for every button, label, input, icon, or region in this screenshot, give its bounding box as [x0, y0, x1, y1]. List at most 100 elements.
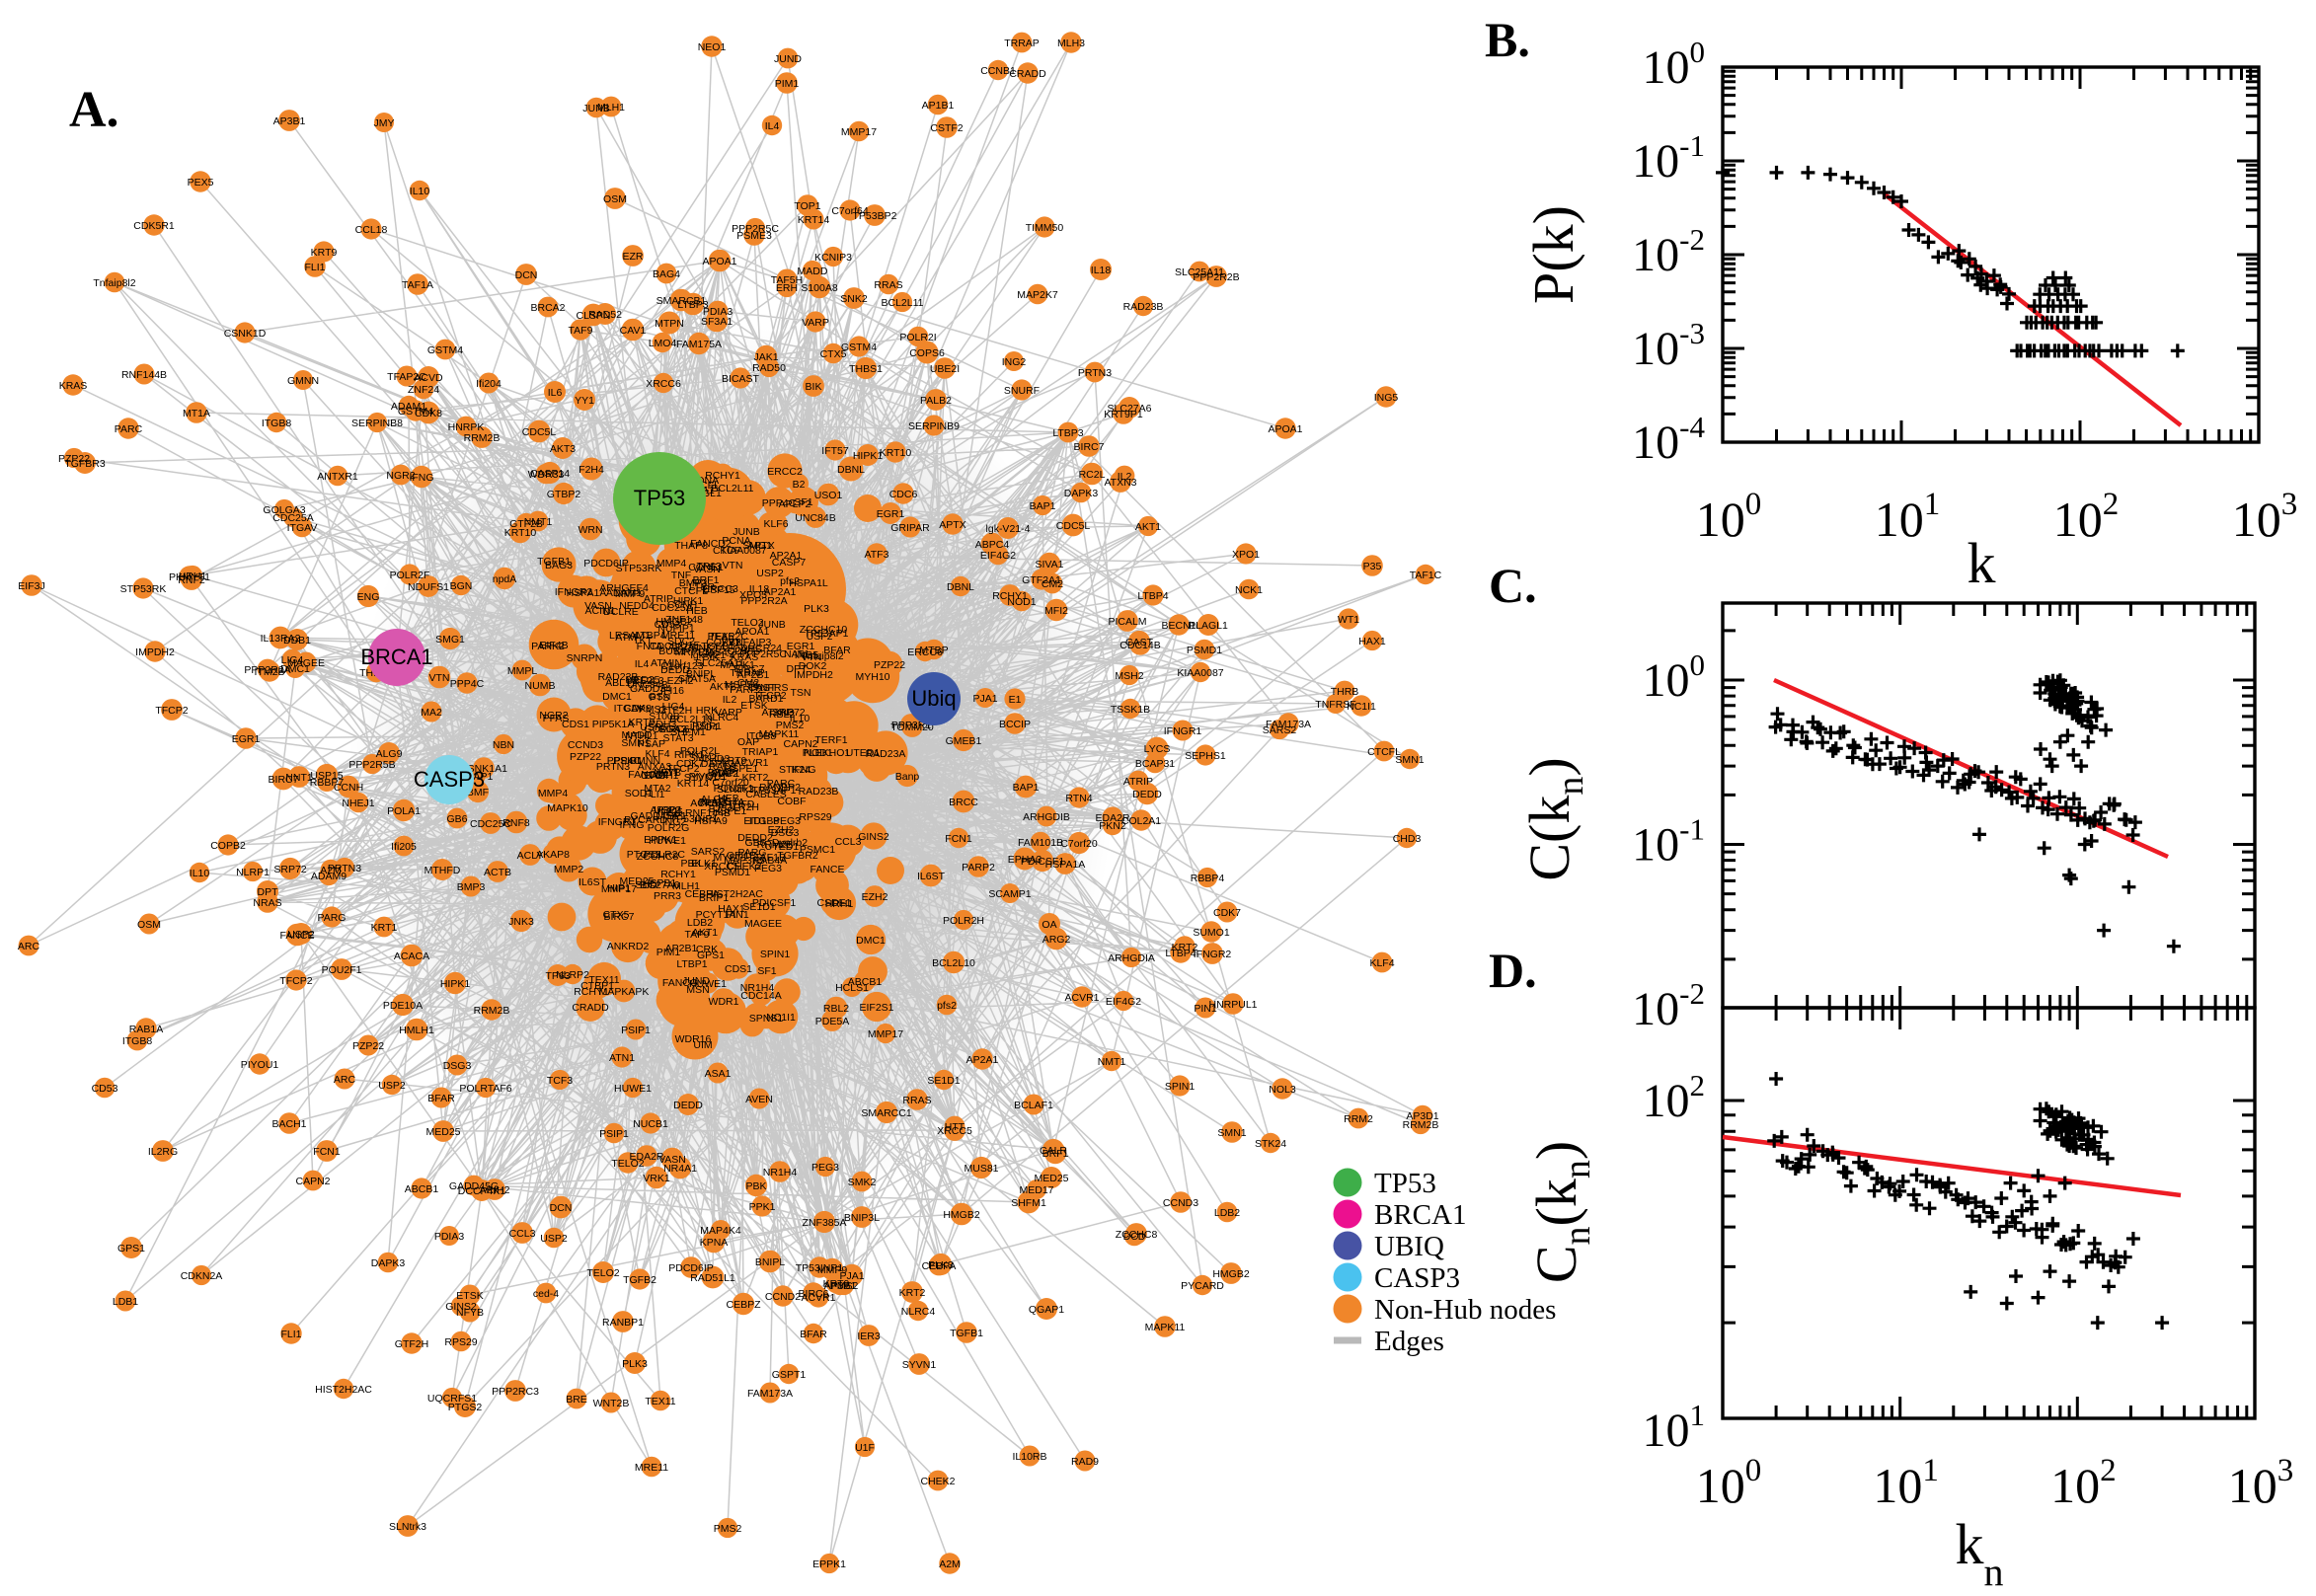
- svg-text:POLR2G: POLR2G: [648, 822, 690, 834]
- svg-text:CCND3: CCND3: [1163, 1197, 1198, 1209]
- svg-text:DEDD: DEDD: [673, 1100, 703, 1111]
- svg-text:ITGB8: ITGB8: [122, 1035, 153, 1047]
- svg-text:WT1: WT1: [1338, 614, 1359, 626]
- svg-text:Non-Hub nodes: Non-Hub nodes: [1374, 1294, 1556, 1326]
- svg-text:MED17: MED17: [1019, 1184, 1053, 1196]
- svg-text:HRH1: HRH1: [179, 570, 207, 582]
- svg-text:GTF2H: GTF2H: [395, 1338, 428, 1350]
- svg-text:RANBP2: RANBP2: [759, 782, 801, 794]
- svg-text:ZNF385A: ZNF385A: [803, 1217, 847, 1229]
- svg-text:WDR33: WDR33: [528, 469, 565, 481]
- svg-text:SOD1: SOD1: [625, 788, 654, 799]
- svg-text:ERCC2: ERCC2: [767, 466, 803, 478]
- svg-text:GPS1: GPS1: [117, 1243, 145, 1254]
- svg-text:BIRC7: BIRC7: [269, 774, 299, 786]
- svg-text:KRT1: KRT1: [371, 922, 398, 934]
- svg-text:CASP3: CASP3: [414, 767, 485, 792]
- svg-text:FCN1: FCN1: [945, 833, 972, 845]
- svg-text:IFT57: IFT57: [821, 445, 849, 457]
- svg-text:Banp: Banp: [895, 771, 920, 783]
- svg-text:AKT2: AKT2: [710, 681, 735, 693]
- svg-text:SF3A1: SF3A1: [701, 316, 733, 328]
- svg-text:PRTN3: PRTN3: [1078, 367, 1112, 379]
- svg-text:VTN: VTN: [723, 560, 743, 571]
- svg-text:B2: B2: [793, 479, 806, 491]
- svg-text:TAF1C: TAF1C: [1410, 570, 1442, 581]
- svg-text:FAM175A: FAM175A: [676, 339, 722, 350]
- svg-text:MAPK10: MAPK10: [547, 802, 588, 814]
- svg-text:E1: E1: [1009, 694, 1022, 706]
- svg-text:APTX: APTX: [939, 519, 965, 531]
- svg-text:PZP22: PZP22: [58, 453, 90, 465]
- svg-text:NUCB1: NUCB1: [633, 1118, 668, 1130]
- svg-text:OA: OA: [1042, 919, 1056, 931]
- svg-text:ANKRD2: ANKRD2: [607, 941, 650, 952]
- svg-text:PPK1: PPK1: [749, 1201, 776, 1213]
- svg-text:PIM1: PIM1: [775, 78, 800, 90]
- svg-text:F2H4: F2H4: [579, 464, 604, 476]
- svg-text:RAD51L1: RAD51L1: [690, 1272, 735, 1284]
- svg-text:BIK: BIK: [806, 381, 822, 393]
- svg-text:PARG: PARG: [318, 912, 347, 924]
- svg-text:FAM173A: FAM173A: [747, 1388, 793, 1400]
- svg-text:LTBP3: LTBP3: [1052, 427, 1083, 439]
- svg-text:DCN: DCN: [515, 269, 538, 281]
- svg-text:APOA1: APOA1: [702, 256, 736, 267]
- svg-text:BCL2L10: BCL2L10: [932, 957, 975, 969]
- svg-text:DARS: DARS: [733, 644, 761, 655]
- svg-text:PLEKHO1: PLEKHO1: [803, 747, 851, 759]
- svg-text:SCAMP1: SCAMP1: [988, 888, 1031, 900]
- svg-text:DAPK3: DAPK3: [1064, 488, 1099, 499]
- svg-text:STK24: STK24: [779, 764, 811, 776]
- svg-text:DBNL: DBNL: [837, 464, 865, 476]
- svg-text:Ifi204: Ifi204: [476, 378, 502, 390]
- svg-text:pfs2: pfs2: [937, 1000, 957, 1012]
- svg-text:BNIP3L: BNIP3L: [844, 1212, 880, 1224]
- svg-text:MMP17: MMP17: [841, 126, 877, 138]
- svg-text:ATM: ATM: [615, 632, 636, 644]
- svg-text:HMGB2: HMGB2: [943, 1209, 980, 1221]
- svg-text:OSM: OSM: [603, 193, 627, 205]
- svg-text:SEPHS1: SEPHS1: [1185, 750, 1226, 762]
- svg-text:VTN: VTN: [429, 672, 450, 684]
- svg-text:SPIN1: SPIN1: [1165, 1081, 1196, 1093]
- svg-text:UBE2I: UBE2I: [930, 363, 960, 375]
- svg-text:EID1: EID1: [743, 815, 767, 827]
- svg-text:CASP3: CASP3: [1374, 1262, 1460, 1294]
- svg-text:TFCP2: TFCP2: [155, 705, 188, 717]
- svg-text:HIP1: HIP1: [607, 882, 631, 894]
- svg-text:EIF4G2: EIF4G2: [980, 550, 1016, 562]
- svg-text:CCL18: CCL18: [355, 224, 388, 236]
- svg-text:IL6: IL6: [548, 387, 563, 399]
- svg-text:LDB1: LDB1: [113, 1296, 138, 1308]
- svg-text:DEDD: DEDD: [1132, 789, 1162, 800]
- svg-text:CCNB1: CCNB1: [980, 65, 1016, 77]
- svg-text:SLC27A6: SLC27A6: [1108, 403, 1152, 415]
- svg-text:TRRAP: TRRAP: [1004, 38, 1040, 49]
- svg-text:IFNGR1: IFNGR1: [1164, 725, 1202, 737]
- svg-text:DCN: DCN: [550, 1202, 573, 1214]
- svg-text:SRP72: SRP72: [273, 864, 306, 875]
- svg-text:P(k): P(k): [1521, 205, 1585, 304]
- svg-text:AP2B1: AP2B1: [665, 943, 698, 954]
- svg-text:CDK7: CDK7: [1213, 907, 1241, 919]
- svg-text:CM2: CM2: [1042, 578, 1063, 590]
- svg-text:MRE11: MRE11: [635, 1462, 668, 1474]
- svg-text:NBN: NBN: [493, 739, 514, 751]
- svg-text:PMS2: PMS2: [776, 720, 805, 731]
- svg-text:CDK5R1: CDK5R1: [133, 220, 175, 232]
- svg-text:IL18: IL18: [749, 583, 770, 595]
- svg-text:RNF144B: RNF144B: [121, 369, 167, 381]
- svg-text:POLRTAF6: POLRTAF6: [459, 1083, 511, 1095]
- svg-text:SYVN1: SYVN1: [902, 1359, 937, 1371]
- svg-text:FANCE: FANCE: [810, 864, 844, 875]
- svg-text:B.: B.: [1485, 12, 1530, 67]
- svg-text:KRT10: KRT10: [880, 447, 912, 459]
- svg-text:MA2: MA2: [421, 707, 442, 719]
- svg-text:TCF3: TCF3: [547, 1075, 573, 1087]
- svg-text:FANCD2: FANCD2: [628, 769, 669, 781]
- svg-text:BAG4: BAG4: [653, 268, 680, 280]
- svg-text:TSSK1B: TSSK1B: [1111, 704, 1150, 716]
- svg-text:CEBPA: CEBPA: [922, 1260, 957, 1272]
- svg-text:GMEB1: GMEB1: [946, 735, 982, 747]
